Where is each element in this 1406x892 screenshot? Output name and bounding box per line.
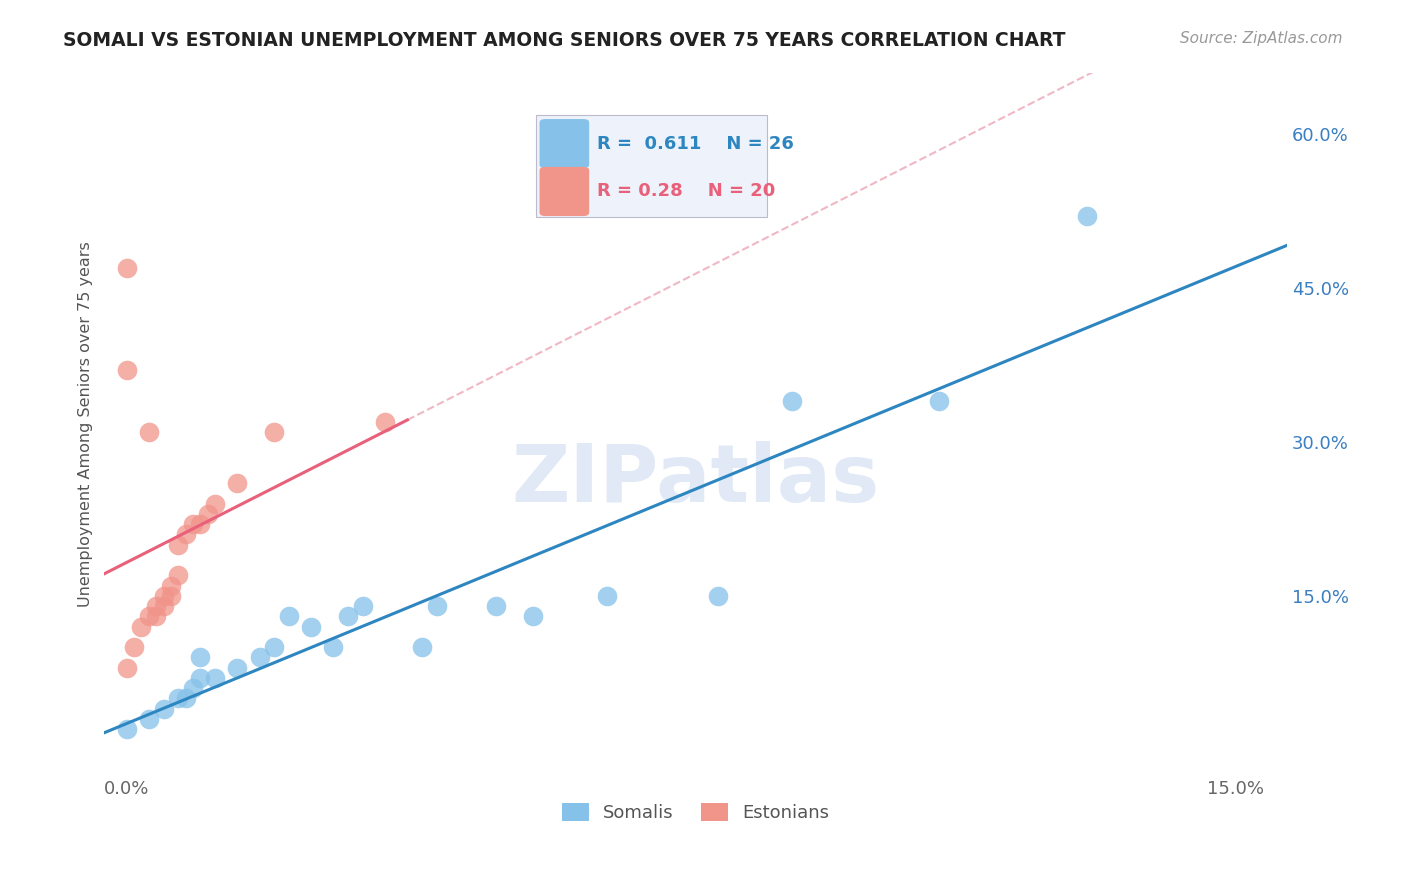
Y-axis label: Unemployment Among Seniors over 75 years: Unemployment Among Seniors over 75 years [79, 241, 93, 607]
FancyBboxPatch shape [540, 119, 589, 169]
Point [226, 475, 249, 490]
Point [299, 619, 322, 633]
Point [190, 516, 212, 531]
Point [167, 568, 190, 582]
Point [138, 609, 160, 624]
Point [160, 589, 183, 603]
Point [204, 496, 226, 510]
Point [485, 599, 508, 613]
Point [190, 671, 212, 685]
Point [411, 640, 433, 654]
Point [152, 701, 174, 715]
Point [152, 589, 174, 603]
Point [322, 640, 344, 654]
Point [197, 507, 219, 521]
Point [707, 589, 730, 603]
Point [181, 681, 204, 695]
Point [152, 599, 174, 613]
Point [522, 609, 544, 624]
Point [122, 640, 145, 654]
Point [263, 425, 285, 439]
Point [190, 650, 212, 665]
Point [145, 599, 167, 613]
Text: SOMALI VS ESTONIAN UNEMPLOYMENT AMONG SENIORS OVER 75 YEARS CORRELATION CHART: SOMALI VS ESTONIAN UNEMPLOYMENT AMONG SE… [63, 31, 1066, 50]
Point [596, 589, 619, 603]
Text: R =  0.611    N = 26: R = 0.611 N = 26 [598, 135, 794, 153]
Point [181, 516, 204, 531]
Point [249, 650, 271, 665]
Point [352, 599, 374, 613]
Point [174, 527, 197, 541]
Point [204, 671, 226, 685]
Point [115, 260, 138, 275]
Point [138, 712, 160, 726]
Point [115, 660, 138, 674]
Point [167, 537, 190, 551]
Point [263, 640, 285, 654]
Text: Source: ZipAtlas.com: Source: ZipAtlas.com [1180, 31, 1343, 46]
Point [167, 691, 190, 706]
Point [174, 691, 197, 706]
Point [115, 722, 138, 736]
Point [138, 425, 160, 439]
Point [160, 578, 183, 592]
Point [115, 363, 138, 377]
FancyBboxPatch shape [540, 167, 589, 216]
Point [278, 609, 301, 624]
Text: R = 0.28    N = 20: R = 0.28 N = 20 [598, 183, 776, 201]
Point [928, 394, 950, 409]
FancyBboxPatch shape [536, 115, 766, 217]
Point [226, 660, 249, 674]
Point [426, 599, 449, 613]
Point [374, 415, 396, 429]
Legend: Somalis, Estonians: Somalis, Estonians [554, 796, 837, 830]
Point [337, 609, 360, 624]
Point [780, 394, 803, 409]
Point [1076, 210, 1098, 224]
Text: ZIPatlas: ZIPatlas [512, 442, 880, 519]
Point [131, 619, 153, 633]
Point [145, 609, 167, 624]
